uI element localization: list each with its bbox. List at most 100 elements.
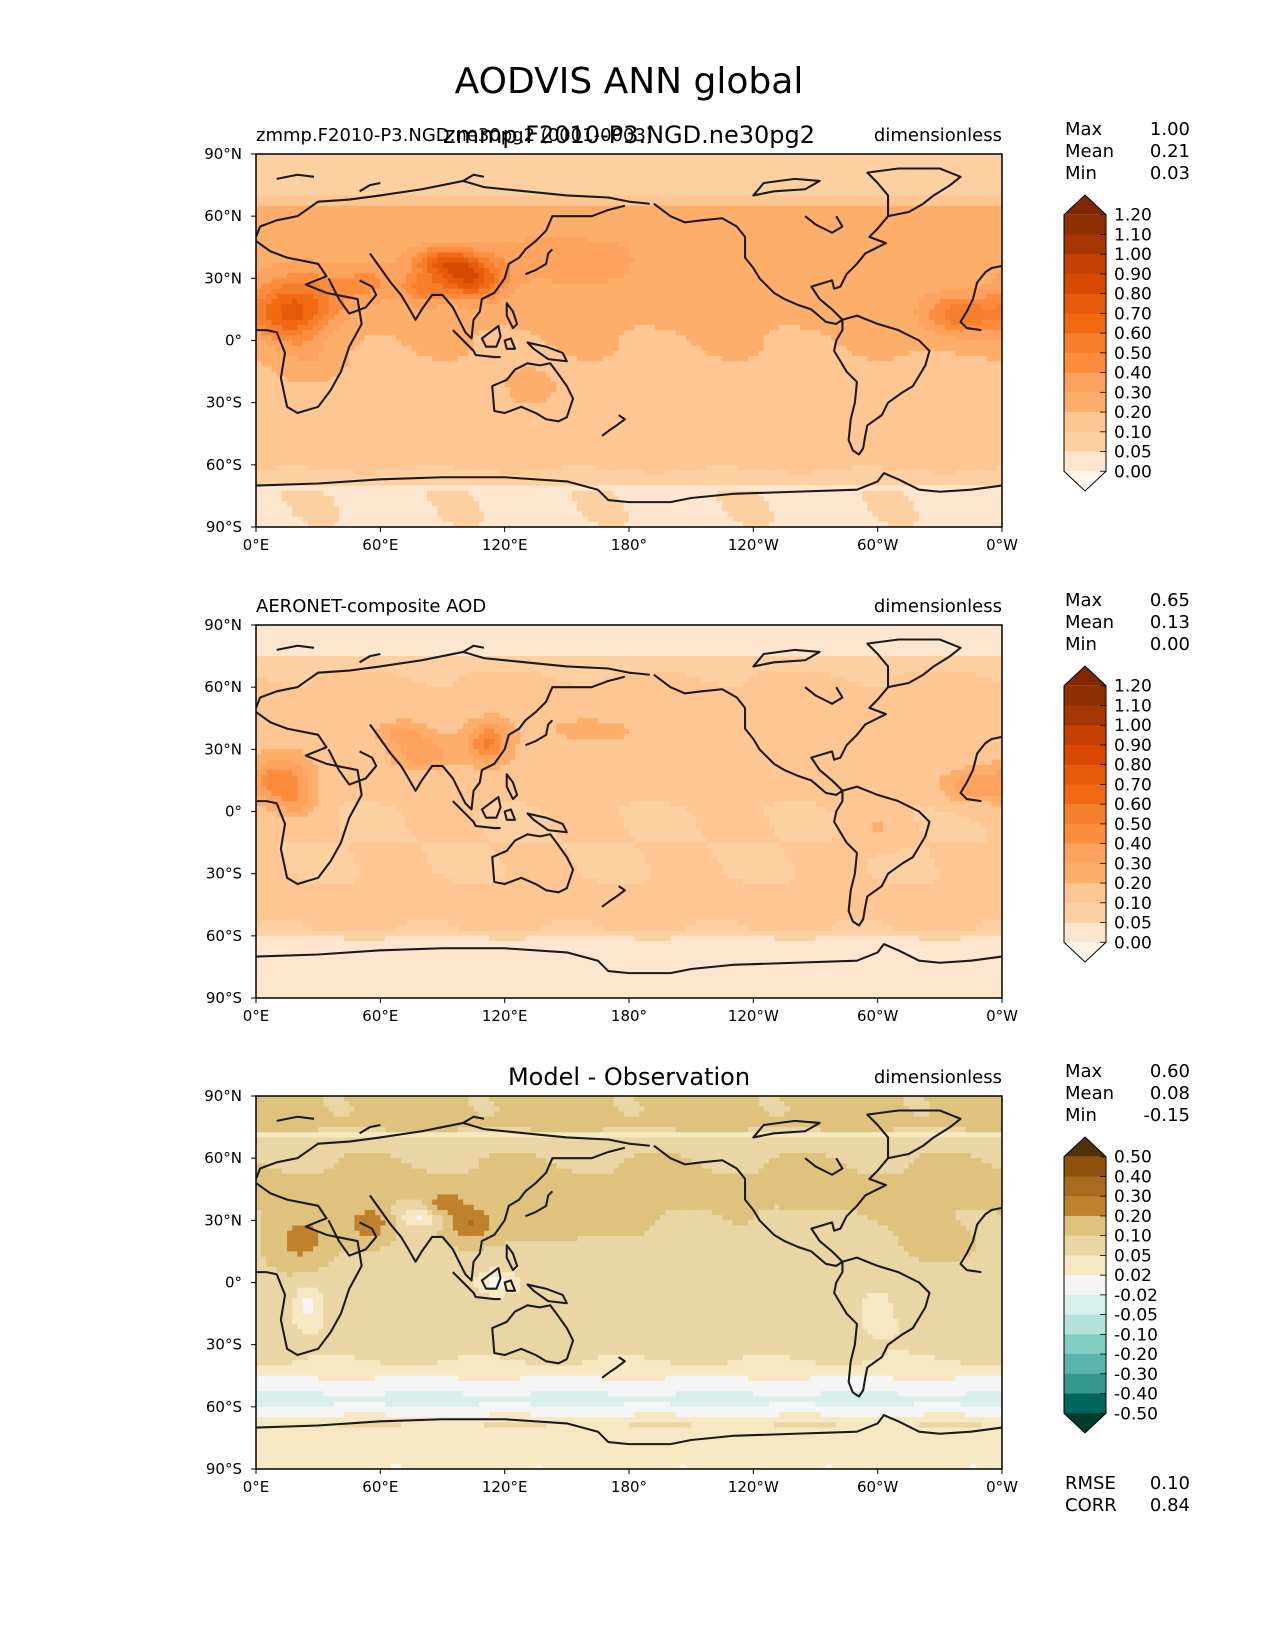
heatmap-cell: [618, 278, 625, 285]
heatmap-cell: [706, 226, 713, 233]
heatmap-cell: [546, 288, 552, 295]
heatmap-cell: [385, 262, 392, 269]
heatmap-cell: [338, 179, 345, 186]
heatmap-cell: [717, 164, 723, 171]
heatmap-cell: [494, 252, 501, 259]
heatmap-cell: [256, 252, 262, 259]
heatmap-cell: [473, 185, 480, 191]
heatmap-cell: [805, 164, 811, 171]
heatmap-cell: [582, 221, 589, 228]
heatmap-cell: [763, 164, 770, 171]
heatmap-cell: [281, 278, 288, 285]
heatmap-cell: [945, 252, 951, 259]
heatmap-cell: [302, 330, 309, 336]
heatmap-cell: [592, 324, 599, 331]
heatmap-cell: [737, 330, 744, 336]
heatmap-cell: [515, 252, 521, 259]
heatmap-cell: [592, 267, 599, 274]
heatmap-cell: [950, 262, 956, 269]
heatmap-field: [256, 154, 1002, 527]
heatmap-cell: [603, 319, 609, 326]
heatmap-cell: [908, 283, 915, 290]
heatmap-cell: [665, 262, 672, 269]
heatmap-cell: [432, 293, 438, 300]
heatmap-cell: [960, 236, 967, 243]
heatmap-cell: [509, 210, 516, 217]
heatmap-cell: [489, 293, 495, 300]
heatmap-cell: [810, 179, 817, 186]
heatmap-cell: [447, 185, 454, 191]
heatmap-cell: [297, 293, 304, 300]
heatmap-cell: [991, 195, 998, 202]
heatmap-cell: [572, 154, 578, 160]
heatmap-cell: [281, 319, 288, 326]
heatmap-cell: [271, 288, 278, 295]
heatmap-cell: [955, 288, 962, 295]
heatmap-cell: [447, 242, 454, 248]
heatmap-cell: [696, 257, 703, 264]
heatmap-cell: [841, 216, 848, 222]
heatmap-cell: [530, 309, 537, 316]
heatmap-cell: [587, 288, 594, 295]
heatmap-cell: [810, 257, 817, 264]
heatmap-cell: [328, 293, 335, 300]
heatmap-cell: [281, 154, 288, 160]
heatmap-cell: [768, 185, 775, 191]
heatmap-cell: [276, 283, 283, 290]
heatmap-cell: [463, 205, 469, 212]
heatmap-cell: [981, 324, 988, 331]
heatmap-cell: [525, 247, 532, 254]
heatmap-cell: [426, 195, 433, 202]
heatmap-cell: [504, 273, 511, 279]
heatmap-cell: [872, 278, 879, 285]
heatmap-cell: [934, 216, 941, 222]
heatmap-cell: [976, 252, 982, 259]
heatmap-cell: [851, 288, 858, 295]
heatmap-cell: [908, 236, 915, 243]
heatmap-cell: [333, 330, 340, 336]
heatmap-cell: [711, 179, 718, 186]
heatmap-cell: [805, 200, 811, 207]
heatmap-cell: [287, 252, 293, 259]
heatmap-cell: [717, 205, 723, 212]
heatmap-cell: [836, 273, 842, 279]
heatmap-cell: [426, 154, 433, 160]
heatmap-cell: [945, 200, 951, 207]
heatmap-cell: [981, 179, 988, 186]
heatmap-cell: [727, 164, 734, 171]
heatmap-cell: [991, 257, 998, 264]
heatmap-cell: [587, 324, 594, 331]
heatmap-cell: [965, 319, 972, 326]
heatmap-cell: [587, 293, 594, 300]
heatmap-cell: [908, 210, 915, 217]
heatmap-cell: [572, 195, 578, 202]
heatmap-cell: [442, 190, 449, 197]
heatmap-cell: [458, 200, 464, 207]
heatmap-cell: [380, 330, 387, 336]
heatmap-cell: [276, 226, 283, 233]
heatmap-cell: [623, 330, 630, 336]
heatmap-cell: [774, 267, 780, 274]
heatmap-cell: [520, 314, 526, 321]
heatmap-cell: [805, 309, 811, 316]
heatmap-cell: [846, 278, 853, 285]
heatmap-cell: [458, 236, 464, 243]
heatmap-cell: [452, 299, 459, 305]
heatmap-cell: [644, 159, 651, 165]
heatmap-cell: [753, 179, 760, 186]
heatmap-cell: [634, 226, 640, 233]
heatmap-cell: [385, 283, 392, 290]
heatmap-cell: [287, 273, 293, 279]
heatmap-cell: [292, 164, 299, 171]
heatmap-cell: [442, 299, 449, 305]
heatmap-cell: [737, 257, 744, 264]
heatmap-cell: [805, 252, 811, 259]
heatmap-cell: [494, 195, 501, 202]
heatmap-cell: [328, 174, 335, 181]
heatmap-cell: [458, 247, 464, 254]
heatmap-cell: [660, 205, 666, 212]
heatmap-cell: [385, 252, 392, 259]
heatmap-cell: [276, 169, 283, 176]
heatmap-cell: [592, 262, 599, 269]
heatmap-cell: [509, 164, 516, 171]
